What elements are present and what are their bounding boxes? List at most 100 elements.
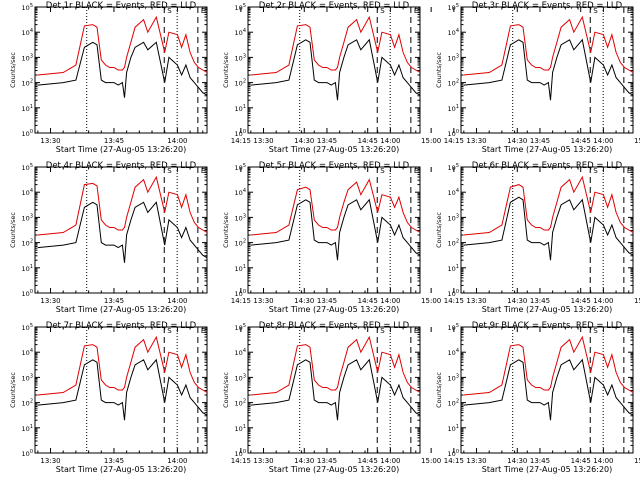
y-tick-label: 103 <box>235 213 246 222</box>
x-tick-label: 14:30 <box>507 137 527 145</box>
plot-frame <box>460 6 634 134</box>
panel: Det 6r BLACK = Events, RED = LLD 100 101 10… <box>435 161 634 314</box>
x-tick-label: 14:00 <box>380 297 400 305</box>
x-tick-label: 14:15 <box>444 297 464 305</box>
panel: Det 4r BLACK = Events, RED = LLD 100 101 10… <box>9 161 441 314</box>
y-tick-label: 102 <box>235 79 246 88</box>
y-tick-label: 100 <box>22 289 33 298</box>
panel-title: Det 5r BLACK = Events, RED = LLD <box>259 161 410 171</box>
y-axis-label: Counts/sec <box>9 212 17 248</box>
x-tick-label: 13:45 <box>104 137 124 145</box>
x-tick-label: 14:30 <box>507 457 527 465</box>
y-tick-label: 103 <box>22 53 33 62</box>
series-line-events <box>463 38 634 101</box>
y-axis-label: Counts/sec <box>222 212 230 248</box>
y-tick-label: 105 <box>22 163 33 172</box>
top-marker: E <box>627 327 631 335</box>
series-line-lld <box>250 15 421 76</box>
x-tick-label: 15:00 <box>421 137 441 145</box>
panel-title: Det 4r BLACK = Events, RED = LLD <box>46 161 197 171</box>
panel-title: Det 3r BLACK = Events, RED = LLD <box>472 1 623 11</box>
x-tick-label: 15:00 <box>634 137 640 145</box>
y-tick-label: 100 <box>235 289 246 298</box>
top-marker: S <box>593 7 598 15</box>
x-tick-label: 14:30 <box>507 297 527 305</box>
x-axis-label: Start Time (27-Aug-05 13:26:20) <box>482 145 613 154</box>
y-tick-label: 104 <box>235 28 246 37</box>
top-marker: S <box>593 167 598 175</box>
top-marker: S <box>167 167 172 175</box>
panel: Det 9r BLACK = Events, RED = LLD 100 101 10… <box>435 321 634 474</box>
x-axis-label: Start Time (27-Aug-05 13:26:20) <box>56 145 187 154</box>
y-tick-label: 103 <box>22 213 33 222</box>
x-tick-label: 14:00 <box>593 137 613 145</box>
top-marker: E <box>414 7 418 15</box>
series-line-events <box>250 198 421 261</box>
x-tick-label: 13:30 <box>40 457 60 465</box>
y-tick-label: 105 <box>448 3 459 12</box>
x-axis-label: Start Time (27-Aug-05 13:26:20) <box>482 465 613 474</box>
x-tick-label: 14:00 <box>593 457 613 465</box>
y-tick-label: 104 <box>235 188 246 197</box>
x-axis-label: Start Time (27-Aug-05 13:26:20) <box>269 305 400 314</box>
y-tick-label: 100 <box>448 289 459 298</box>
series-line-lld <box>463 175 634 236</box>
series-line-events <box>250 38 421 101</box>
top-marker: E <box>627 167 631 175</box>
y-tick-label: 104 <box>22 188 33 197</box>
panel-title: Det 2r BLACK = Events, RED = LLD <box>259 1 410 11</box>
top-marker: E <box>201 7 205 15</box>
y-tick-label: 104 <box>22 28 33 37</box>
panel-title: Det 7r BLACK = Events, RED = LLD <box>46 321 197 331</box>
y-tick-label: 102 <box>22 399 33 408</box>
panel: Det 1r BLACK = Events, RED = LLD 100 101 10… <box>9 1 441 154</box>
x-axis-label: Start Time (27-Aug-05 13:26:20) <box>56 465 187 474</box>
series-line-lld <box>250 178 421 236</box>
series-line-lld <box>37 15 208 76</box>
y-tick-label: 100 <box>22 449 33 458</box>
y-tick-label: 102 <box>448 399 459 408</box>
top-marker: S <box>593 327 598 335</box>
plot-frame <box>34 166 208 294</box>
y-tick-label: 101 <box>235 424 246 433</box>
x-tick-label: 13:45 <box>530 137 550 145</box>
x-tick-label: 13:30 <box>253 457 273 465</box>
series-line-events <box>37 201 208 263</box>
series-line-events <box>37 358 208 421</box>
plot-frame <box>34 6 208 134</box>
x-tick-label: 14:45 <box>571 137 591 145</box>
y-tick-label: 102 <box>235 239 246 248</box>
x-tick-label: 13:30 <box>466 137 486 145</box>
panel: Det 8r BLACK = Events, RED = LLD 100 101 10… <box>222 321 640 474</box>
x-tick-label: 13:30 <box>40 137 60 145</box>
y-tick-label: 101 <box>22 104 33 113</box>
top-marker: E <box>414 167 418 175</box>
y-axis-label: Counts/sec <box>435 52 443 88</box>
x-tick-label: 14:30 <box>294 297 314 305</box>
x-axis-label: Start Time (27-Aug-05 13:26:20) <box>269 465 400 474</box>
x-tick-label: 14:45 <box>358 457 378 465</box>
top-marker: S <box>380 7 385 15</box>
y-tick-label: 102 <box>235 399 246 408</box>
x-tick-label: 14:45 <box>571 457 591 465</box>
panel: Det 3r BLACK = Events, RED = LLD 100 101 10… <box>435 1 634 154</box>
y-tick-label: 103 <box>235 53 246 62</box>
y-tick-label: 100 <box>235 449 246 458</box>
x-tick-label: 14:45 <box>358 137 378 145</box>
x-tick-label: 13:45 <box>104 457 124 465</box>
series-line-lld <box>463 15 634 76</box>
x-axis-label: Start Time (27-Aug-05 13:26:20) <box>269 145 400 154</box>
plot-frame <box>247 326 421 454</box>
x-axis-label: Start Time (27-Aug-05 13:26:20) <box>56 305 187 314</box>
plot-frame <box>34 326 208 454</box>
top-marker: E <box>627 7 631 15</box>
x-tick-label: 14:30 <box>294 457 314 465</box>
x-tick-label: 13:30 <box>40 297 60 305</box>
y-tick-label: 102 <box>448 79 459 88</box>
top-marker: E <box>201 167 205 175</box>
y-tick-label: 101 <box>448 104 459 113</box>
x-tick-label: 15:00 <box>421 297 441 305</box>
x-tick-label: 13:45 <box>530 297 550 305</box>
top-marker: S <box>380 167 385 175</box>
